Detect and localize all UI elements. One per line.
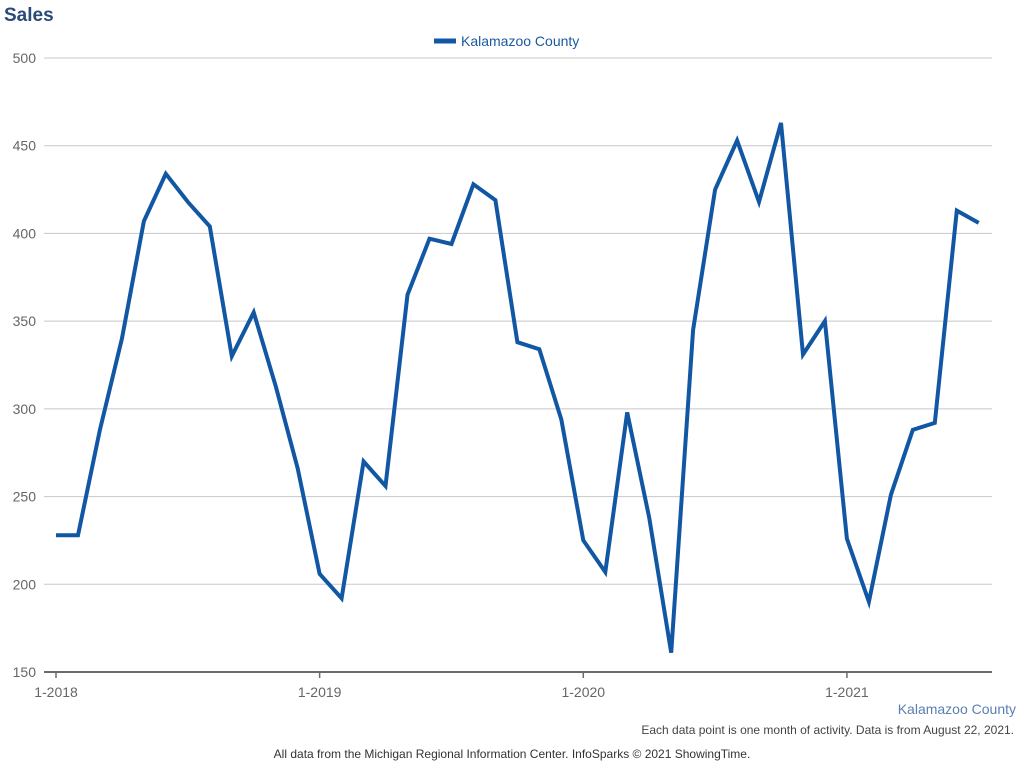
data-point[interactable] xyxy=(339,595,345,601)
data-point[interactable] xyxy=(954,208,960,214)
data-point[interactable] xyxy=(536,346,542,352)
legend[interactable]: Kalamazoo County xyxy=(434,33,579,49)
data-point[interactable] xyxy=(844,536,850,542)
data-point[interactable] xyxy=(580,537,586,543)
data-point[interactable] xyxy=(426,236,432,242)
x-tick-label: 1-2020 xyxy=(561,684,605,700)
gridlines xyxy=(44,57,992,585)
data-point[interactable] xyxy=(888,492,894,498)
data-point[interactable] xyxy=(624,409,630,415)
data-point[interactable] xyxy=(97,427,103,433)
y-tick-label: 500 xyxy=(13,50,37,66)
y-tick-label: 300 xyxy=(13,401,37,417)
data-point[interactable] xyxy=(646,515,652,521)
data-point[interactable] xyxy=(492,197,498,203)
data-point[interactable] xyxy=(734,137,740,143)
data-point[interactable] xyxy=(756,199,762,205)
data-point[interactable] xyxy=(558,416,564,422)
data-point[interactable] xyxy=(448,241,454,247)
data-point[interactable] xyxy=(910,427,916,433)
y-tick-label: 400 xyxy=(13,225,37,241)
data-point[interactable] xyxy=(229,353,235,359)
data-point[interactable] xyxy=(141,218,147,224)
data-note: Each data point is one month of activity… xyxy=(641,723,1014,737)
data-point[interactable] xyxy=(295,466,301,472)
legend-label: Kalamazoo County xyxy=(461,33,579,49)
data-point[interactable] xyxy=(800,351,806,357)
data-point[interactable] xyxy=(470,181,476,187)
y-tick-label: 450 xyxy=(13,138,37,154)
data-point[interactable] xyxy=(932,420,938,426)
data-point[interactable] xyxy=(185,199,191,205)
legend-item-kalamazoo-county[interactable]: Kalamazoo County xyxy=(434,33,579,49)
data-point[interactable] xyxy=(273,383,279,389)
y-tick-label: 350 xyxy=(13,313,37,329)
data-point[interactable] xyxy=(778,120,784,126)
footer-credit: All data from the Michigan Regional Info… xyxy=(273,747,751,761)
data-point[interactable] xyxy=(163,171,169,177)
data-point[interactable] xyxy=(514,339,520,345)
data-point[interactable] xyxy=(75,532,81,538)
data-point[interactable] xyxy=(866,599,872,605)
region-label: Kalamazoo County xyxy=(897,701,1016,717)
data-point[interactable] xyxy=(361,458,367,464)
y-tick-label: 250 xyxy=(13,489,37,505)
chart-title: Sales xyxy=(4,5,54,26)
data-point[interactable] xyxy=(251,309,257,315)
data-point[interactable] xyxy=(317,571,323,577)
data-point[interactable] xyxy=(712,187,718,193)
data-point[interactable] xyxy=(602,569,608,575)
x-tick-label: 1-2019 xyxy=(298,684,342,700)
data-point[interactable] xyxy=(383,483,389,489)
data-point[interactable] xyxy=(405,292,411,298)
y-tick-label: 150 xyxy=(13,664,37,680)
data-point[interactable] xyxy=(822,318,828,324)
data-point[interactable] xyxy=(690,327,696,333)
x-tick-label: 1-2018 xyxy=(34,684,78,700)
data-point[interactable] xyxy=(53,532,59,538)
axes: 150 200 250 300 350 400 450 500 1-2018 1-2019 1-20… xyxy=(13,50,992,700)
data-point[interactable] xyxy=(207,223,213,229)
x-tick-label: 1-2021 xyxy=(825,684,869,700)
series-line xyxy=(56,122,980,654)
data-point[interactable] xyxy=(976,220,982,226)
y-tick-label: 200 xyxy=(13,576,37,592)
data-point[interactable] xyxy=(119,336,125,342)
series-layer xyxy=(53,120,982,656)
data-point[interactable] xyxy=(668,650,674,656)
